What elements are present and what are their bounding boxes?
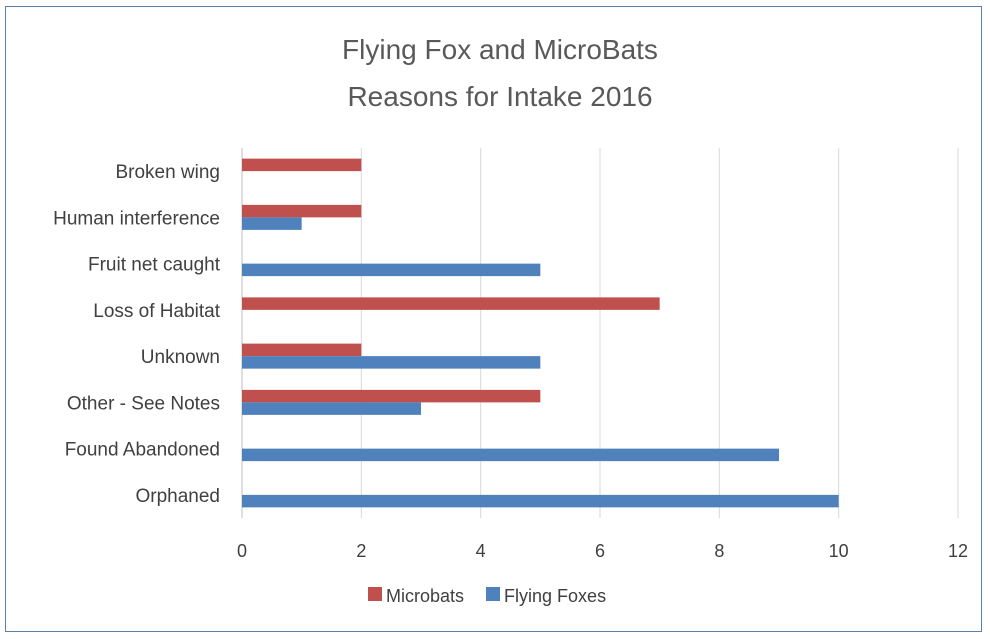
legend-swatch-microbats [368, 587, 382, 601]
category-label: Fruit net caught [88, 255, 221, 276]
category-label: Broken wing [115, 162, 220, 183]
x-tick-label: 8 [714, 541, 724, 561]
bar-microbats-loss-of-habitat [242, 297, 660, 310]
bar-microbats-other-see-notes [242, 389, 541, 403]
bar-flying-foxes-other-see-notes [242, 402, 421, 415]
chart-title: Flying Fox and MicroBats Reasons for Int… [342, 34, 658, 112]
category-label: Orphaned [135, 486, 220, 507]
gridlines [241, 148, 959, 518]
category-label: Unknown [141, 347, 220, 368]
chart-title-line-1: Flying Fox and MicroBats [342, 34, 658, 65]
legend: Microbats Flying Foxes [368, 586, 606, 606]
chart-title-line-2: Reasons for Intake 2016 [347, 81, 652, 112]
bar-microbats-unknown [242, 343, 362, 357]
x-tick-label: 12 [948, 541, 968, 561]
bar-flying-foxes-fruit-net-caught [242, 263, 541, 277]
legend-label-flying-foxes: Flying Foxes [504, 586, 606, 606]
x-tick-label: 6 [595, 541, 605, 561]
bars [242, 158, 839, 508]
bar-flying-foxes-human-interference [242, 217, 302, 230]
x-tick-label: 10 [829, 541, 849, 561]
legend-swatch-flying-foxes [486, 587, 501, 601]
category-label: Human interference [53, 208, 220, 229]
x-tick-label: 4 [476, 541, 486, 561]
bar-flying-foxes-orphaned [242, 494, 839, 508]
category-labels: Broken wing Human interference Fruit net c… [53, 162, 221, 507]
x-tick-label: 0 [237, 541, 247, 561]
x-tick-label: 2 [356, 541, 366, 561]
category-label: Loss of Habitat [93, 301, 220, 322]
bar-microbats-broken-wing [242, 158, 362, 172]
category-label: Found Abandoned [65, 440, 220, 461]
bar-flying-foxes-found-abandoned [242, 448, 779, 462]
bar-flying-foxes-unknown [242, 356, 541, 369]
chart-frame [5, 6, 982, 632]
bar-microbats-human-interference [242, 204, 362, 218]
category-label: Other - See Notes [67, 393, 220, 414]
x-axis-tick-labels: 0 2 4 6 8 10 12 [237, 541, 968, 561]
legend-label-microbats: Microbats [386, 586, 464, 606]
